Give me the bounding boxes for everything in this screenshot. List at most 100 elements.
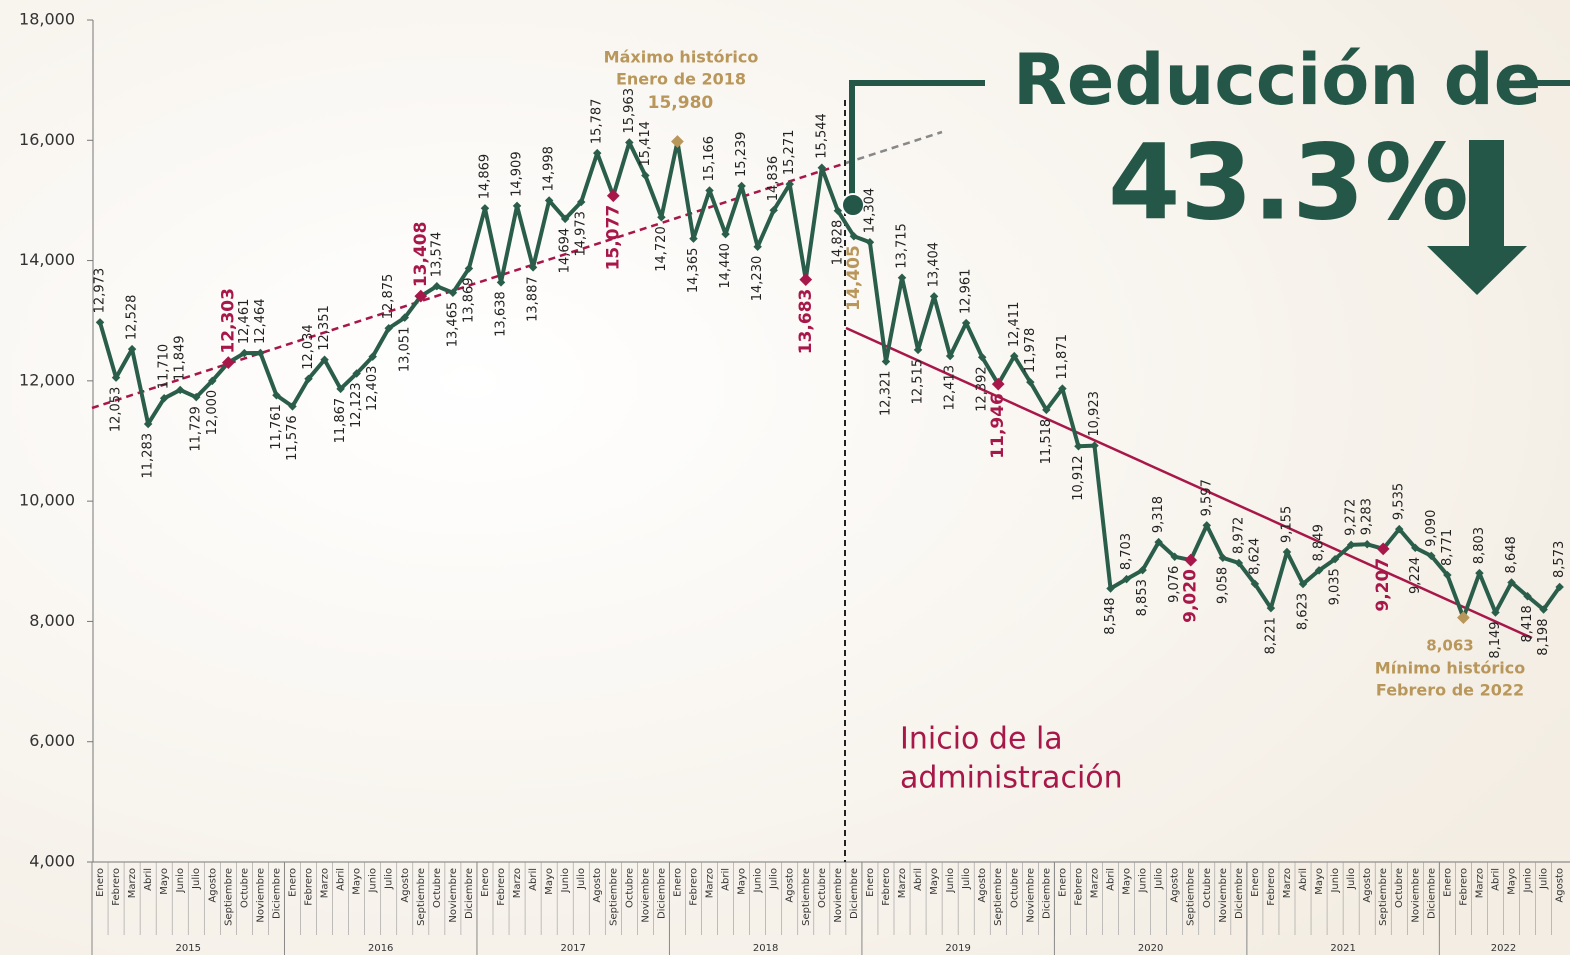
x-tick-label: Marzo bbox=[1474, 868, 1485, 898]
x-tick-label: Mayo bbox=[544, 868, 555, 895]
value-label: 12,411 bbox=[1007, 302, 1022, 348]
value-label: 13,683 bbox=[796, 289, 816, 355]
value-label: 12,303 bbox=[218, 288, 238, 354]
value-label: 14,365 bbox=[686, 248, 701, 294]
x-tick-label: Noviembre bbox=[640, 868, 651, 923]
value-label: 11,518 bbox=[1039, 419, 1054, 465]
value-label: 9,535 bbox=[1392, 483, 1407, 520]
year-label: 2018 bbox=[753, 943, 778, 954]
x-tick-label: Mayo bbox=[352, 868, 363, 895]
x-tick-label: Septiembre bbox=[416, 868, 427, 926]
value-label: 15,963 bbox=[622, 88, 637, 134]
year-label: 2020 bbox=[1138, 943, 1163, 954]
value-label: 8,849 bbox=[1312, 524, 1327, 561]
value-label: 12,515 bbox=[911, 359, 926, 405]
value-label: 15,787 bbox=[590, 99, 605, 145]
chart: Reducción de 43.3% Inicio de la administ… bbox=[0, 0, 1570, 955]
value-label: 12,413 bbox=[943, 365, 958, 411]
value-label: 8,853 bbox=[1135, 579, 1150, 616]
value-label: 15,544 bbox=[814, 113, 829, 159]
y-tick-label: 10,000 bbox=[19, 491, 75, 510]
value-label: 14,230 bbox=[750, 256, 765, 302]
x-tick-label: Marzo bbox=[127, 868, 138, 898]
value-label: 13,869 bbox=[461, 277, 476, 323]
x-tick-label: Diciembre bbox=[1234, 868, 1245, 919]
x-tick-label: Agosto bbox=[1555, 868, 1566, 903]
value-label: 15,414 bbox=[638, 121, 653, 167]
value-label: 11,283 bbox=[141, 433, 156, 479]
x-tick-label: Octubre bbox=[432, 868, 443, 908]
value-label: 8,703 bbox=[1119, 533, 1134, 570]
x-tick-label: Agosto bbox=[207, 868, 218, 903]
x-tick-label: Enero bbox=[287, 868, 298, 897]
value-label: 8,198 bbox=[1536, 619, 1551, 656]
x-tick-label: Agosto bbox=[977, 868, 988, 903]
x-tick-label: Noviembre bbox=[255, 868, 266, 923]
x-tick-label: Mayo bbox=[1314, 868, 1325, 895]
y-tick-label: 6,000 bbox=[29, 731, 75, 750]
value-label: 14,405 bbox=[844, 245, 864, 311]
x-tick-label: Agosto bbox=[400, 868, 411, 903]
value-label: 13,404 bbox=[927, 242, 942, 288]
x-tick-label: Marzo bbox=[1282, 868, 1293, 898]
admin-marker bbox=[842, 194, 864, 216]
x-tick-label: Mayo bbox=[1507, 868, 1518, 895]
value-label: 14,998 bbox=[542, 146, 557, 192]
x-tick-label: Noviembre bbox=[448, 868, 459, 923]
value-label: 8,771 bbox=[1440, 529, 1455, 566]
x-tick-label: Julio bbox=[576, 868, 587, 890]
value-label: 9,283 bbox=[1360, 498, 1375, 535]
value-label: 8,803 bbox=[1472, 527, 1487, 564]
value-label: 13,574 bbox=[429, 232, 444, 278]
x-tick-label: Febrero bbox=[1458, 868, 1469, 906]
x-tick-label: Abril bbox=[913, 868, 924, 891]
value-label: 12,034 bbox=[301, 324, 316, 370]
x-tick-label: Junio bbox=[560, 868, 571, 894]
value-label: 14,836 bbox=[766, 156, 781, 202]
value-label: 12,461 bbox=[237, 299, 252, 345]
value-label: 12,403 bbox=[365, 366, 380, 412]
value-label: 11,871 bbox=[1055, 334, 1070, 380]
value-label: 13,408 bbox=[411, 222, 431, 288]
x-tick-label: Diciembre bbox=[849, 868, 860, 919]
x-tick-label: Junio bbox=[1138, 868, 1149, 894]
arrow-shaft bbox=[1469, 140, 1504, 248]
max-date: Enero de 2018 bbox=[616, 70, 746, 89]
value-label: 8,418 bbox=[1520, 605, 1535, 642]
value-label: 12,875 bbox=[381, 274, 396, 320]
value-label: 11,867 bbox=[333, 398, 348, 444]
value-label: 14,909 bbox=[510, 151, 525, 197]
value-label: 9,224 bbox=[1408, 557, 1423, 594]
x-tick-label: Diciembre bbox=[271, 868, 282, 919]
x-tick-label: Mayo bbox=[737, 868, 748, 895]
year-label: 2015 bbox=[175, 943, 200, 954]
year-label: 2019 bbox=[945, 943, 970, 954]
x-tick-label: Febrero bbox=[1266, 868, 1277, 906]
y-tick-label: 4,000 bbox=[29, 852, 75, 871]
value-label: 12,000 bbox=[205, 390, 220, 436]
max-title: Máximo histórico bbox=[604, 48, 759, 67]
value-label: 15,077 bbox=[603, 205, 623, 271]
extreme-label: 8,063 bbox=[1426, 637, 1473, 655]
x-tick-label: Mayo bbox=[929, 868, 940, 895]
x-tick-label: Marzo bbox=[897, 868, 908, 898]
value-label: 11,761 bbox=[269, 404, 284, 450]
x-tick-label: Julio bbox=[1154, 868, 1165, 890]
value-label: 8,548 bbox=[1103, 597, 1118, 634]
value-label: 11,978 bbox=[1023, 328, 1038, 374]
x-tick-label: Septiembre bbox=[1186, 868, 1197, 926]
value-label: 8,648 bbox=[1504, 536, 1519, 573]
x-tick-label: Marzo bbox=[705, 868, 716, 898]
x-tick-label: Septiembre bbox=[993, 868, 1004, 926]
value-label: 15,239 bbox=[734, 132, 749, 178]
value-label: 8,624 bbox=[1247, 538, 1262, 575]
x-tick-label: Abril bbox=[1490, 868, 1501, 891]
x-tick-label: Octubre bbox=[817, 868, 828, 908]
value-label: 12,123 bbox=[349, 382, 364, 428]
value-label: 12,321 bbox=[878, 371, 893, 417]
value-label: 13,465 bbox=[445, 302, 460, 348]
x-tick-label: Junio bbox=[945, 868, 956, 894]
value-label: 9,597 bbox=[1199, 479, 1214, 516]
value-label: 14,304 bbox=[862, 188, 877, 234]
value-label: 14,973 bbox=[574, 211, 589, 257]
